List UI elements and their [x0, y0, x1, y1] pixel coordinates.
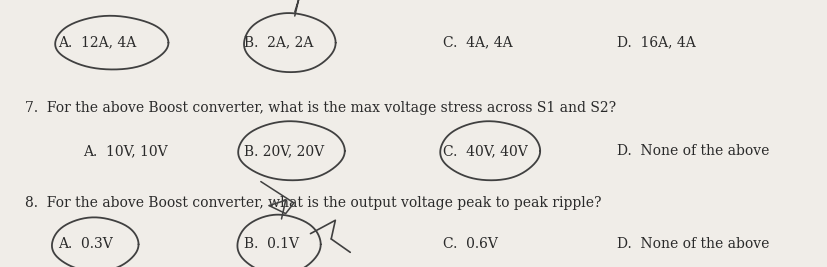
- Text: D.  None of the above: D. None of the above: [616, 144, 768, 158]
- Text: D.  16A, 4A: D. 16A, 4A: [616, 36, 695, 50]
- Text: 7.  For the above Boost converter, what is the max voltage stress across S1 and : 7. For the above Boost converter, what i…: [25, 101, 615, 115]
- Text: C.  4A, 4A: C. 4A, 4A: [442, 36, 512, 50]
- Text: 8.  For the above Boost converter, what is the output voltage peak to peak rippl: 8. For the above Boost converter, what i…: [25, 196, 600, 210]
- Text: C.  40V, 40V: C. 40V, 40V: [442, 144, 527, 158]
- Text: A.  12A, 4A: A. 12A, 4A: [58, 36, 136, 50]
- Text: B. 20V, 20V: B. 20V, 20V: [244, 144, 324, 158]
- Text: A.  0.3V: A. 0.3V: [58, 237, 112, 251]
- Text: C.  0.6V: C. 0.6V: [442, 237, 497, 251]
- Text: D.  None of the above: D. None of the above: [616, 237, 768, 251]
- Text: B.  2A, 2A: B. 2A, 2A: [244, 36, 313, 50]
- Text: B.  0.1V: B. 0.1V: [244, 237, 299, 251]
- Text: A.  10V, 10V: A. 10V, 10V: [83, 144, 167, 158]
